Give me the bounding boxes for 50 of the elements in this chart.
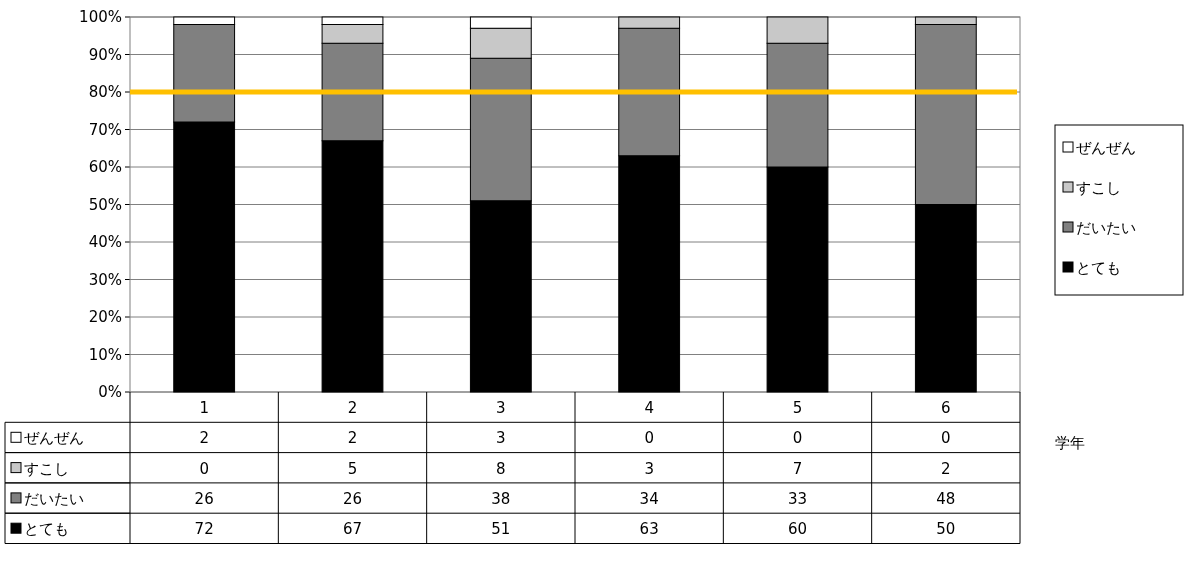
data-label: 51 (491, 520, 511, 539)
data-label: 60 (787, 520, 808, 539)
y-tick-label: 30% (88, 270, 122, 289)
y-tick-label: 100% (79, 8, 122, 26)
text: だいたい (24, 489, 84, 508)
data-label: 38 (491, 489, 511, 508)
text: ぜんぜん (1076, 139, 1136, 157)
legend-label: だいたい (1076, 219, 1136, 237)
legend-label: とても (1076, 259, 1121, 277)
x-tick-label: 4 (644, 399, 654, 417)
y-tick-label: 20% (88, 308, 122, 326)
y-tick-label: 40% (88, 233, 122, 251)
legend-label: すこし (1076, 179, 1121, 197)
text: とても (24, 520, 69, 539)
data-label: 2 (199, 429, 209, 448)
x-tick-label: 2 (347, 399, 358, 417)
data-label: 3 (496, 429, 506, 448)
x-tick-label: 1 (199, 399, 209, 417)
data-label: 34 (639, 489, 659, 508)
y-tick-label: 80% (88, 83, 122, 101)
data-label: 0 (941, 429, 951, 448)
legend-label: ぜんぜん (24, 429, 84, 448)
data-label: 26 (194, 489, 214, 508)
data-label: 67 (342, 520, 363, 539)
data-label: 63 (639, 520, 659, 539)
x-tick-label: 5 (792, 399, 803, 417)
data-label: 8 (496, 459, 506, 478)
x-tick-label: 6 (941, 399, 951, 417)
data-label: 72 (194, 520, 214, 539)
y-tick-label: 60% (88, 158, 122, 176)
data-label: 0 (792, 429, 803, 448)
data-label: 48 (936, 489, 956, 508)
y-tick-label: 10% (88, 345, 122, 364)
data-label: 0 (199, 459, 209, 478)
y-tick-label: 70% (88, 120, 122, 139)
y-tick-label: 90% (88, 45, 122, 64)
x-tick-label: 3 (496, 399, 506, 417)
y-tick-label: 50% (88, 195, 122, 214)
data-label: 2 (347, 429, 358, 448)
data-label: 0 (644, 429, 654, 448)
data-label: 7 (792, 459, 803, 478)
data-label: 26 (342, 489, 363, 508)
text: すこし (24, 459, 69, 478)
y-tick-label: 0% (98, 383, 122, 401)
data-label: 50 (936, 520, 956, 539)
data-label: 2 (941, 459, 951, 478)
x-axis-title: 学年 (1055, 434, 1085, 452)
data-label: 3 (644, 459, 654, 478)
data-label: 5 (347, 459, 358, 478)
data-label: 33 (787, 489, 808, 508)
